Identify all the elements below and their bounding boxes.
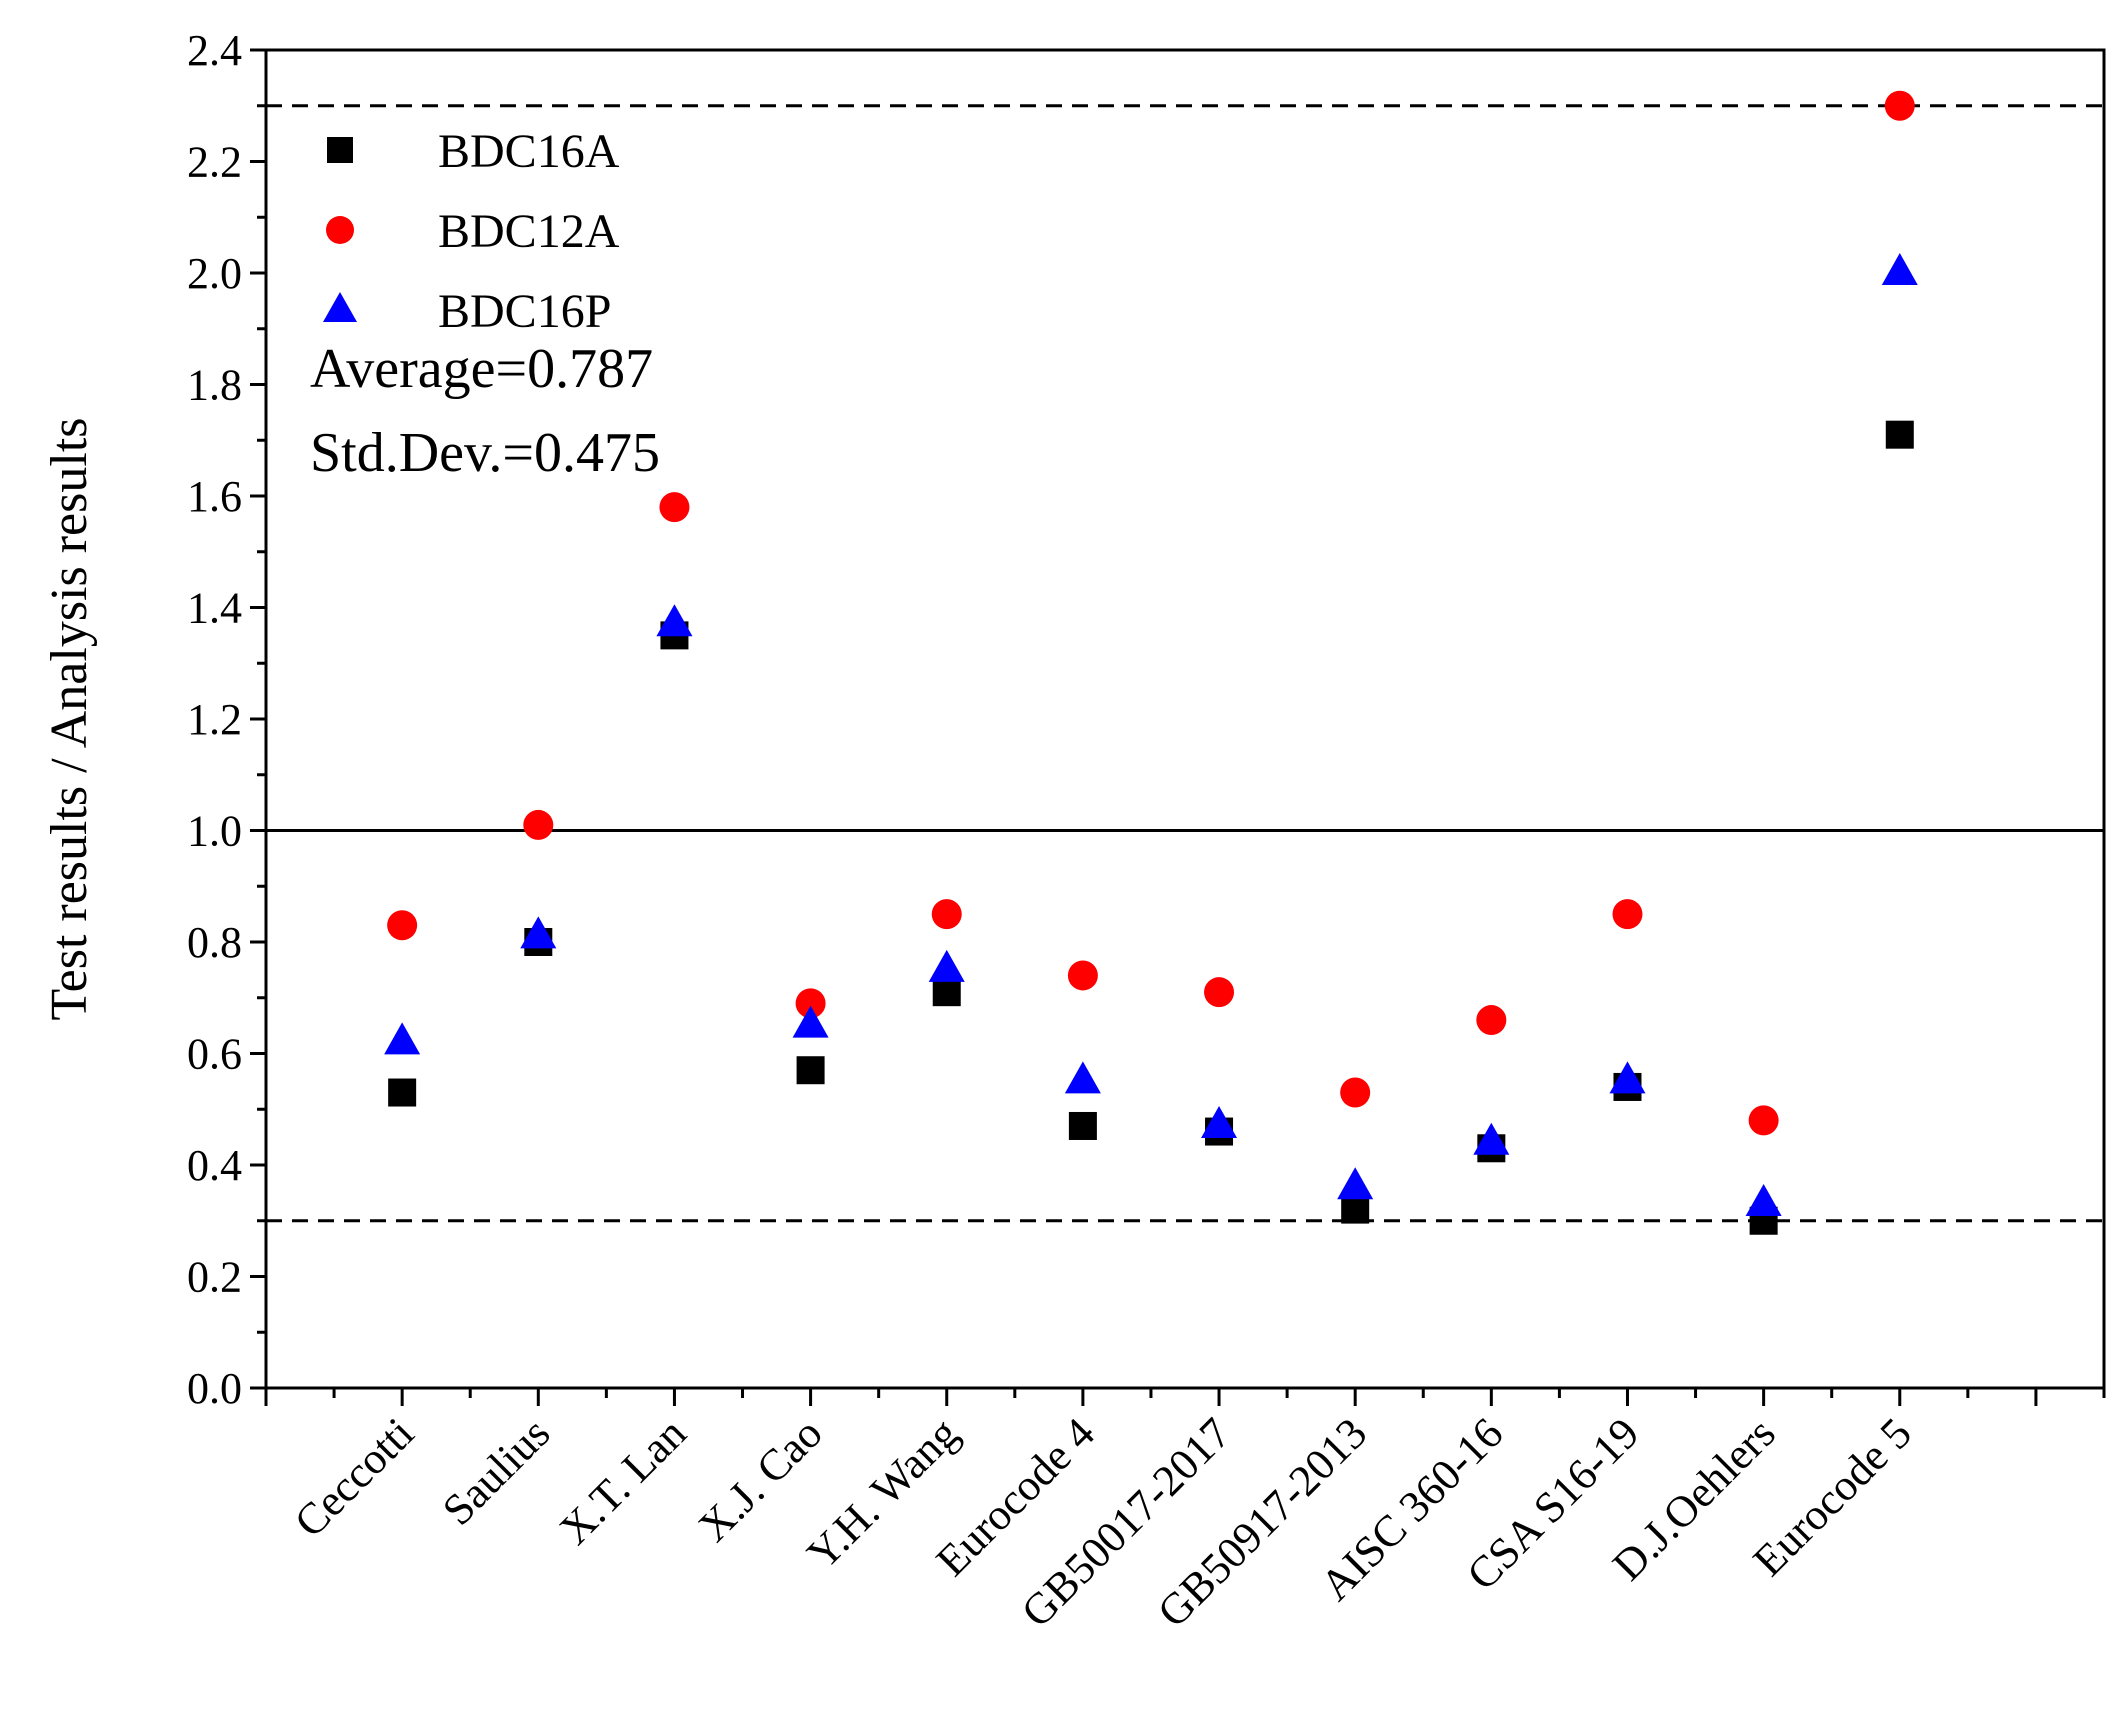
x-category-label: X.J. Cao bbox=[689, 1408, 832, 1551]
point-bdc16p bbox=[1064, 1061, 1101, 1094]
y-tick-label: 0.0 bbox=[187, 1364, 242, 1413]
point-bdc16p bbox=[384, 1022, 421, 1055]
x-category-label: Saulius bbox=[433, 1408, 559, 1534]
x-category-label: X.T. Lan bbox=[550, 1408, 696, 1554]
point-bdc16p bbox=[1473, 1122, 1510, 1155]
y-tick-label: 1.0 bbox=[187, 807, 242, 856]
point-bdc16p bbox=[792, 1005, 829, 1038]
legend: BDC16A BDC12A BDC16P bbox=[323, 125, 620, 338]
point-bdc16a bbox=[932, 978, 961, 1007]
point-bdc12a bbox=[523, 809, 554, 840]
point-bdc16p bbox=[1201, 1105, 1238, 1138]
point-bdc16p bbox=[1745, 1184, 1782, 1217]
point-bdc16a bbox=[1341, 1195, 1370, 1224]
point-bdc12a bbox=[1340, 1077, 1371, 1108]
point-bdc16a bbox=[1885, 420, 1914, 449]
legend-label-bdc16a: BDC16A bbox=[438, 125, 620, 178]
point-bdc12a bbox=[1612, 899, 1643, 930]
y-tick-label: 1.2 bbox=[187, 695, 242, 744]
y-axis-title: Test results / Analysis results bbox=[41, 417, 98, 1020]
legend-label-bdc12a: BDC12A bbox=[438, 205, 620, 258]
point-bdc12a bbox=[1067, 960, 1098, 991]
point-bdc12a bbox=[1884, 90, 1915, 121]
y-tick-label: 2.4 bbox=[187, 26, 242, 75]
point-bdc16p bbox=[1609, 1061, 1646, 1094]
y-tick-label: 0.4 bbox=[187, 1141, 242, 1190]
point-bdc12a bbox=[659, 492, 690, 523]
point-bdc12a bbox=[1476, 1005, 1507, 1036]
y-tick-label: 1.6 bbox=[187, 472, 242, 521]
x-category-label: Ceccotti bbox=[285, 1408, 423, 1546]
y-tick-label: 1.4 bbox=[187, 584, 242, 633]
point-bdc16a bbox=[796, 1056, 825, 1085]
y-tick-label: 1.8 bbox=[187, 361, 242, 410]
point-bdc16p bbox=[1881, 253, 1918, 285]
point-bdc16p bbox=[928, 949, 965, 982]
point-bdc16p bbox=[656, 604, 693, 637]
legend-marker-bdc12a bbox=[326, 216, 354, 244]
point-bdc12a bbox=[1204, 977, 1235, 1008]
legend-marker-bdc16p bbox=[323, 292, 357, 322]
std-dev-annotation: Std.Dev.=0.475 bbox=[310, 422, 660, 484]
point-bdc16p bbox=[520, 916, 557, 949]
point-bdc12a bbox=[1748, 1105, 1779, 1136]
y-tick-label: 2.2 bbox=[187, 138, 242, 187]
point-bdc16p bbox=[1337, 1167, 1374, 1200]
point-bdc16a bbox=[388, 1078, 417, 1107]
legend-marker-bdc16a bbox=[327, 137, 353, 163]
point-bdc16a bbox=[1068, 1111, 1097, 1140]
point-bdc12a bbox=[795, 988, 826, 1019]
y-tick-label: 0.2 bbox=[187, 1253, 242, 1302]
y-tick-label: 0.6 bbox=[187, 1030, 242, 1079]
y-tick-label: 0.8 bbox=[187, 918, 242, 967]
point-bdc12a bbox=[387, 910, 418, 941]
point-bdc12a bbox=[931, 899, 962, 930]
y-tick-label: 2.0 bbox=[187, 249, 242, 298]
average-annotation: Average=0.787 bbox=[310, 338, 653, 400]
legend-label-bdc16p: BDC16P bbox=[438, 285, 611, 338]
